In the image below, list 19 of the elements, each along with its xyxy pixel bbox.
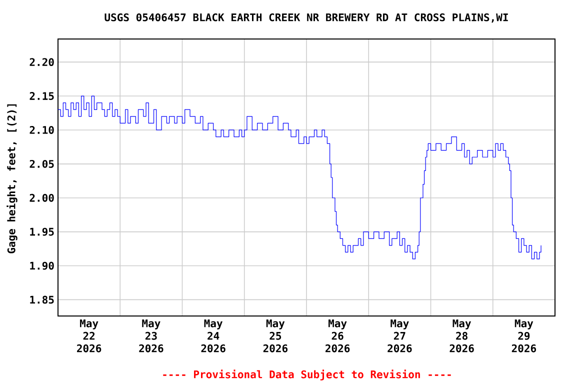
x-tick-label: May 28 2026 [450,320,474,352]
y-tick-label: 2.05 [30,160,54,168]
x-tick-label: May 27 2026 [388,320,412,352]
y-tick-label: 2.10 [30,126,54,134]
x-tick-label: May 24 2026 [201,320,226,352]
x-tick-label: May 29 2026 [512,320,536,352]
y-tick-label: 2.00 [30,194,54,202]
y-tick-label: 1.90 [30,262,54,270]
chart-title: USGS 05406457 BLACK EARTH CREEK NR BREWERY RD AT CROSS PLAINS,WI [104,13,508,23]
y-tick-label: 2.15 [30,92,54,100]
x-tick-label: May 23 2026 [139,320,164,352]
y-tick-label: 2.20 [30,58,54,66]
x-tick-label: May 22 2026 [77,320,102,352]
text: ---- Provisional Data Subject to Revision ---- [163,370,451,380]
x-tick-label: May 26 2026 [326,320,350,352]
y-tick-label: 1.95 [30,228,54,236]
y-tick-label: 1.85 [30,296,54,304]
y-axis-title: Gage height, feet, [(2)] [6,104,18,254]
x-tick-label: May 25 2026 [263,320,288,352]
